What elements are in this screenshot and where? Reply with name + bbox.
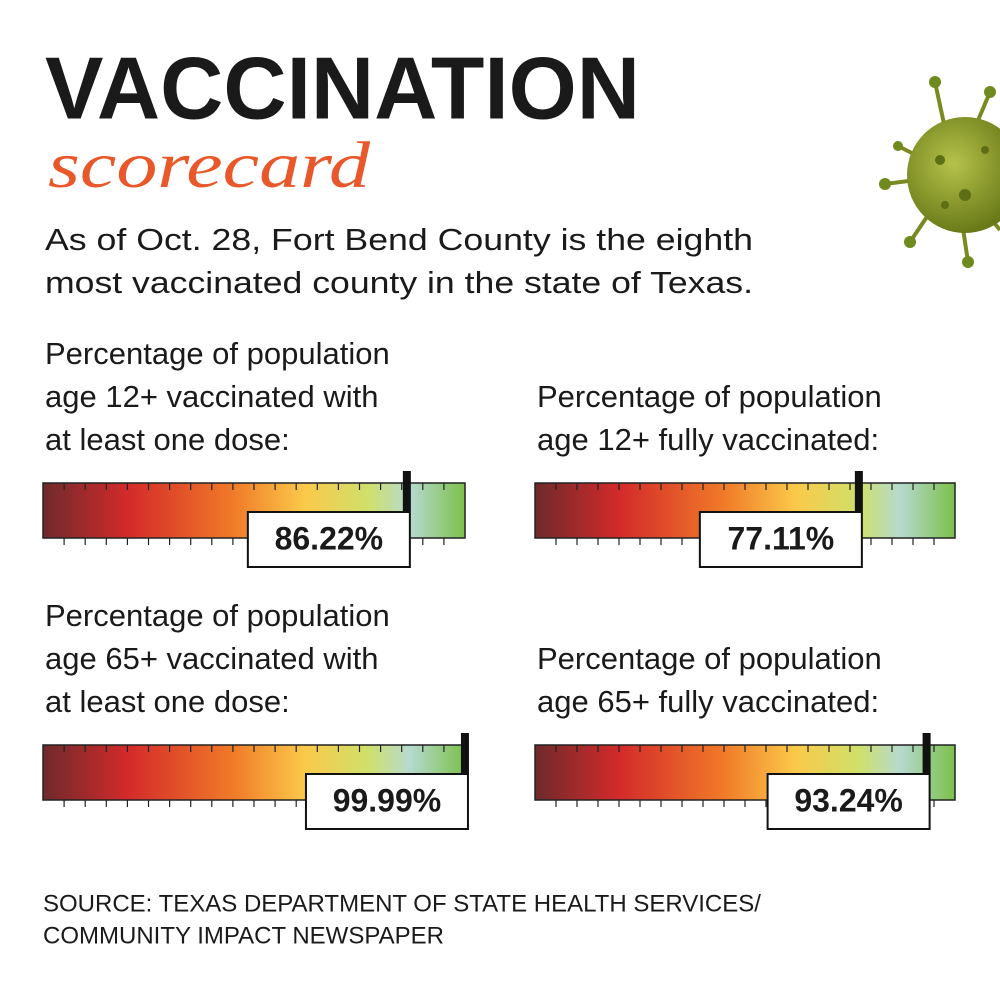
gauge-title-line: age 65+ vaccinated with (45, 641, 378, 676)
gauge-title-line: age 65+ fully vaccinated: (537, 684, 879, 719)
gauge: Percentage of population age 12+ vaccinat… (42, 336, 466, 568)
value-label: 93.24% (794, 782, 903, 818)
value-box (698, 511, 863, 568)
value-box (304, 773, 469, 830)
gauge-marker (460, 733, 469, 773)
gauge-title-line: Percentage of population (45, 598, 390, 633)
gauge-marker (402, 471, 411, 511)
value-label: 99.99% (333, 782, 442, 818)
source-line: SOURCE: TEXAS DEPARTMENT OF STATE HEALTH… (43, 890, 761, 917)
value-box (246, 511, 411, 568)
value-label: 77.11% (727, 520, 834, 556)
source-line: COMMUNITY IMPACT NEWSPAPER (43, 922, 444, 949)
gauge-marker (922, 733, 931, 773)
description-line: most vaccinated county in the state of T… (45, 265, 753, 300)
value-box (766, 773, 931, 830)
title: VACCINATION (45, 38, 640, 137)
subtitle: scorecard (48, 129, 371, 202)
gauge-title-line: at least one dose: (45, 684, 290, 719)
gauge-title-line: age 12+ fully vaccinated: (537, 422, 879, 457)
gauge: Percentage of population age 65+ fully va… (534, 641, 956, 830)
gauge: Percentage of population age 12+ fully va… (534, 379, 956, 568)
gauge-title-line: Percentage of population (45, 336, 390, 371)
gauge-title-line: Percentage of population (537, 379, 882, 414)
gauge-marker (854, 471, 863, 511)
value-label: 86.22% (275, 520, 384, 556)
gauge-title-line: Percentage of population (537, 641, 882, 676)
gauge-title-line: age 12+ vaccinated with (45, 379, 378, 414)
gauge-title-line: at least one dose: (45, 422, 290, 457)
virus-illustration (879, 76, 1000, 268)
gauge: Percentage of population age 65+ vaccinat… (42, 598, 469, 830)
description-line: As of Oct. 28, Fort Bend County is the e… (45, 222, 753, 257)
